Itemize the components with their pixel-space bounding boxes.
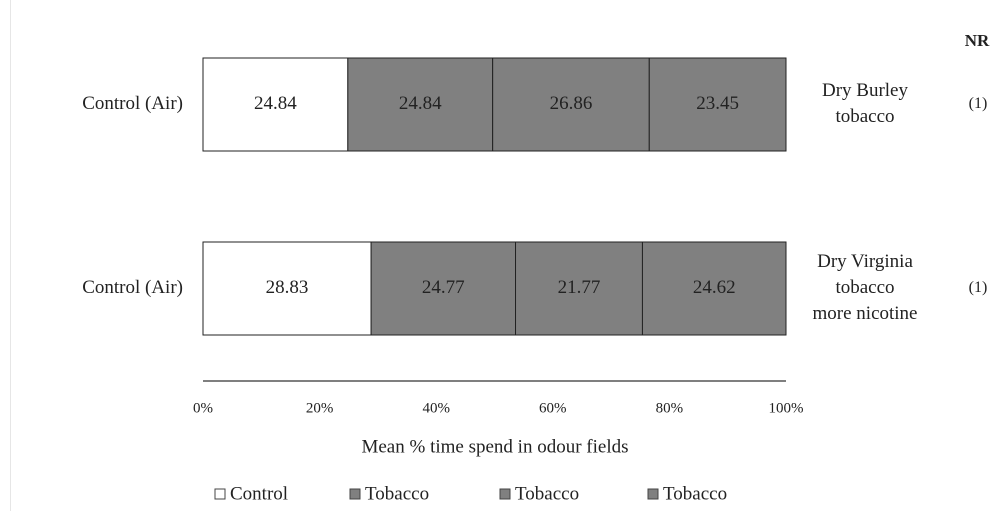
- bars-layer: [202, 57, 787, 336]
- legend-swatch: [647, 488, 659, 500]
- x-axis-title: Mean % time spend in odour fields: [361, 436, 628, 457]
- legend-label: Tobacco: [365, 483, 429, 504]
- data-label: 24.62: [693, 277, 736, 298]
- row-right-label-line: tobacco: [835, 277, 894, 298]
- bar-segment: [347, 57, 494, 152]
- data-label: 28.83: [266, 277, 309, 298]
- row-left-label: Control (Air): [82, 277, 183, 298]
- bar-segment: [370, 241, 517, 336]
- row-right-label-line: Dry Burley: [822, 80, 909, 101]
- data-label: 26.86: [550, 93, 593, 114]
- data-label: 21.77: [558, 277, 601, 298]
- legend-label: Tobacco: [663, 483, 727, 504]
- x-tick-label: 100%: [769, 400, 804, 416]
- x-tick-label: 40%: [422, 400, 450, 416]
- row-right-label-line: Dry Virginia: [817, 251, 913, 272]
- data-label: 24.77: [422, 277, 465, 298]
- legend-label: Tobacco: [515, 483, 579, 504]
- row-nr-value: (1): [969, 279, 988, 296]
- bar-segment: [515, 241, 643, 336]
- labels-layer: NR 24.84 24.84 26.86 23.45 Control (Air) Dry B…: [82, 31, 990, 324]
- x-tick-label: 20%: [306, 400, 334, 416]
- bar-segment: [641, 241, 787, 336]
- data-label: 23.45: [696, 93, 739, 114]
- legend-swatch: [499, 488, 511, 500]
- row-left-label: Control (Air): [82, 93, 183, 114]
- x-tick-label: 0%: [193, 400, 213, 416]
- data-label: 24.84: [254, 93, 297, 114]
- row-right-label-line: more nicotine: [813, 303, 918, 324]
- x-axis: 0% 20% 40% 60% 80% 100% Mean % time spend in o…: [193, 380, 804, 457]
- row-right-label-line: tobacco: [835, 106, 894, 127]
- data-label: 24.84: [399, 93, 442, 114]
- left-edge-line: [10, 0, 11, 511]
- legend: Control Tobacco Tobacco Tobacco: [214, 483, 727, 504]
- x-tick-label: 60%: [539, 400, 567, 416]
- bar-segment: [202, 241, 372, 336]
- legend-swatch: [214, 488, 226, 500]
- legend-swatch: [349, 488, 361, 500]
- nr-header: NR: [965, 31, 990, 50]
- bar-segment: [202, 57, 349, 152]
- x-tick-label: 80%: [656, 400, 684, 416]
- bar-segment: [648, 57, 787, 152]
- legend-label: Control: [230, 483, 288, 504]
- row-nr-value: (1): [969, 95, 988, 112]
